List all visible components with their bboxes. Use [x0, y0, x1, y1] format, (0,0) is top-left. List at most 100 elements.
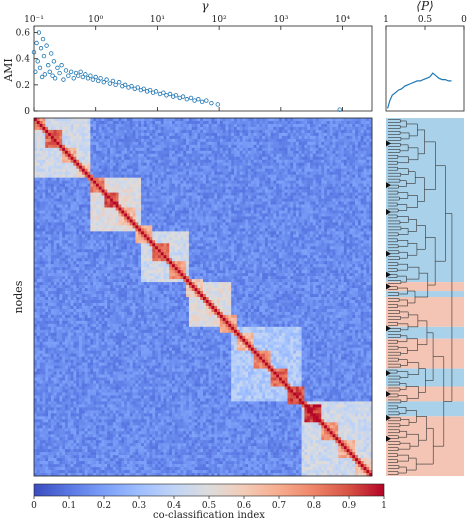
heatmap-cell: [293, 177, 297, 181]
ami-point: [110, 78, 116, 84]
heatmap-cell: [228, 123, 232, 128]
heatmap-cell: [315, 123, 319, 128]
heatmap-cell: [228, 234, 232, 238]
heatmap-cell: [208, 180, 212, 184]
heatmap-cell: [264, 213, 269, 217]
heatmap-cell: [163, 192, 167, 196]
ami-x-tick-label: 10³: [273, 15, 288, 25]
heatmap-cell: [256, 168, 260, 172]
heatmap-cell: [34, 204, 38, 208]
heatmap-cell: [149, 126, 153, 131]
heatmap-cell: [166, 222, 170, 226]
heatmap-cell: [95, 180, 100, 184]
heatmap-cell: [197, 118, 201, 122]
heatmap-cell: [312, 159, 316, 164]
heatmap-cell: [338, 195, 342, 199]
heatmap-cell: [343, 219, 347, 223]
heatmap-cell: [155, 174, 159, 178]
heatmap-cell: [312, 192, 316, 196]
heatmap-cell: [157, 207, 162, 211]
heatmap-cell: [341, 132, 345, 137]
heatmap-cell: [64, 135, 69, 140]
participation-x-tick-label: 0: [461, 15, 467, 25]
heatmap-cell: [149, 153, 153, 158]
heatmap-cell: [231, 168, 235, 172]
heatmap-cell: [346, 144, 350, 149]
heatmap-cell: [341, 171, 345, 175]
heatmap-cell: [104, 237, 108, 241]
heatmap-cell: [42, 183, 46, 187]
heatmap-cell: [59, 180, 63, 184]
heatmap-cell: [160, 186, 164, 190]
heatmap-cell: [304, 126, 308, 131]
heatmap-cell: [335, 138, 339, 143]
heatmap-cell: [321, 153, 325, 158]
heatmap-cell: [135, 138, 139, 143]
heatmap-cell: [293, 183, 297, 187]
heatmap-cell: [42, 123, 46, 128]
heatmap-cell: [146, 219, 150, 223]
heatmap-cell: [273, 210, 277, 214]
heatmap-cell: [186, 135, 190, 140]
heatmap-cell: [174, 180, 178, 184]
heatmap-cell: [295, 150, 300, 155]
heatmap-cell: [118, 189, 122, 193]
heatmap-cell: [197, 189, 201, 193]
heatmap-cell: [141, 198, 145, 202]
heatmap-cell: [315, 147, 319, 152]
heatmap-cell: [166, 198, 170, 202]
heatmap-cell: [48, 180, 52, 184]
heatmap-cell: [262, 180, 266, 184]
heatmap-cell: [152, 147, 156, 152]
heatmap-cell: [191, 150, 195, 155]
heatmap-cell: [233, 204, 238, 208]
heatmap-cell: [332, 147, 336, 152]
heatmap-cell: [338, 192, 342, 196]
heatmap-cell: [98, 207, 102, 211]
heatmap-cell: [197, 165, 201, 170]
heatmap-cell: [48, 216, 52, 220]
heatmap-cell: [36, 147, 40, 152]
heatmap-cell: [360, 228, 364, 232]
heatmap-cell: [98, 201, 102, 205]
heatmap-cell: [248, 162, 252, 167]
heatmap-cell: [34, 186, 38, 190]
heatmap-cell: [200, 177, 204, 181]
heatmap-cell: [42, 234, 46, 238]
heatmap-cell: [132, 132, 136, 137]
heatmap-cell: [126, 177, 131, 181]
heatmap-cell: [338, 120, 342, 125]
heatmap-cell: [357, 222, 362, 226]
heatmap-cell: [279, 231, 283, 235]
heatmap-cell: [318, 174, 322, 178]
heatmap-cell: [104, 135, 108, 140]
heatmap-cell: [228, 174, 232, 178]
heatmap-cell: [293, 141, 297, 146]
heatmap-cell: [287, 213, 291, 217]
heatmap-cell: [70, 228, 74, 232]
heatmap-cell: [48, 231, 52, 235]
heatmap-cell: [36, 132, 40, 137]
heatmap-cell: [98, 192, 102, 196]
heatmap-cell: [233, 207, 238, 211]
heatmap-cell: [152, 225, 156, 229]
heatmap-cell: [214, 153, 218, 158]
heatmap-cell: [321, 222, 325, 226]
heatmap-cell: [242, 153, 246, 158]
heatmap-cell: [262, 210, 266, 214]
heatmap-cell: [329, 150, 333, 155]
heatmap-cell: [67, 153, 71, 158]
heatmap-cell: [228, 231, 232, 235]
heatmap-cell: [312, 228, 316, 232]
heatmap-cell: [73, 219, 77, 223]
heatmap-cell: [321, 129, 325, 134]
heatmap-cell: [177, 189, 181, 193]
heatmap-cell: [239, 207, 243, 211]
heatmap-cell: [177, 162, 181, 167]
heatmap-cell: [281, 118, 285, 122]
heatmap-cell: [248, 180, 252, 184]
heatmap-cell: [200, 189, 204, 193]
heatmap-cell: [149, 186, 153, 190]
heatmap-cell: [34, 180, 38, 184]
heatmap-cell: [163, 129, 167, 134]
